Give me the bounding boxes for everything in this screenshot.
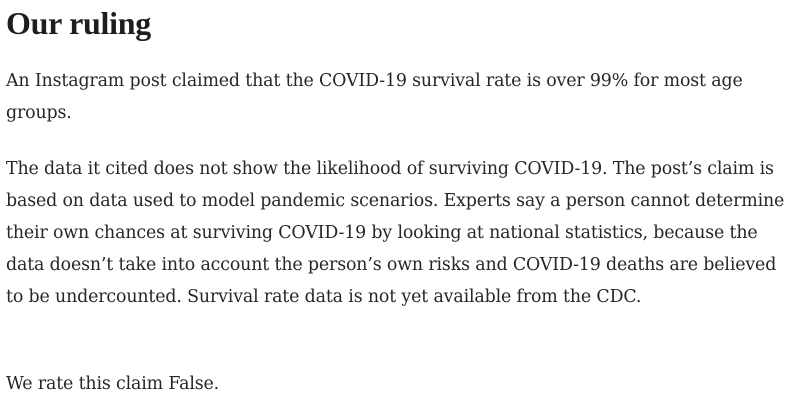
paragraph-verdict: We rate this claim False.: [6, 374, 220, 394]
paragraph-claim-summary: An Instagram post claimed that the COVID…: [6, 71, 743, 123]
section-heading: Our ruling: [6, 5, 151, 41]
paragraph-analysis: The data it cited does not show the like…: [6, 159, 785, 307]
